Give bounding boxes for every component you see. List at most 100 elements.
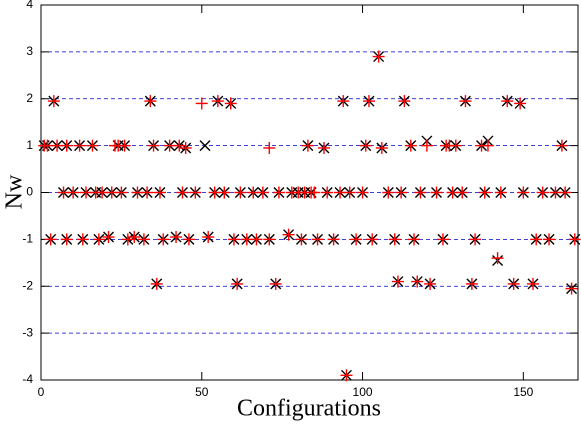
x-tick-label: 50: [195, 385, 209, 399]
point: [60, 233, 73, 246]
point: [141, 186, 154, 199]
point: [337, 95, 350, 108]
point: [108, 139, 121, 152]
point: [398, 95, 411, 108]
point: [147, 139, 160, 152]
point: [250, 233, 263, 246]
y-tick-label: 3: [26, 44, 33, 58]
point: [517, 186, 530, 199]
point: [388, 233, 401, 246]
y-tick-label: -1: [22, 232, 33, 246]
point: [76, 233, 89, 246]
x-tick-label: 0: [38, 385, 45, 399]
point: [272, 186, 285, 199]
point: [256, 186, 269, 199]
point: [263, 233, 276, 246]
point: [491, 252, 504, 265]
point: [391, 275, 404, 288]
point: [234, 186, 247, 199]
point: [60, 139, 73, 152]
point: [115, 186, 128, 199]
point: [559, 186, 572, 199]
point: [555, 139, 568, 152]
point: [128, 231, 141, 244]
x-tick-label: 100: [353, 385, 373, 399]
point: [362, 95, 375, 108]
point: [150, 277, 163, 290]
point: [179, 141, 192, 154]
point: [420, 139, 433, 152]
point: [350, 233, 363, 246]
point: [514, 97, 527, 110]
point: [102, 231, 115, 244]
y-tick-label: 0: [26, 185, 33, 199]
point: [456, 186, 469, 199]
point: [481, 139, 494, 152]
point: [430, 186, 443, 199]
point: [199, 140, 211, 152]
point: [121, 233, 134, 246]
marker-stroke: [199, 140, 211, 152]
y-tick-label: -3: [22, 325, 33, 339]
point: [424, 277, 437, 290]
point: [343, 186, 356, 199]
point: [195, 97, 208, 110]
y-tick-label: 1: [26, 138, 33, 152]
point: [176, 186, 189, 199]
point: [157, 233, 170, 246]
point: [182, 233, 195, 246]
point: [227, 233, 240, 246]
point: [356, 186, 369, 199]
y-tick-label: 2: [26, 91, 33, 105]
point: [568, 233, 581, 246]
point: [382, 186, 395, 199]
point: [153, 186, 166, 199]
point: [211, 95, 224, 108]
point: [269, 277, 282, 290]
point: [144, 95, 157, 108]
point: [282, 228, 295, 241]
point: [436, 233, 449, 246]
point: [408, 233, 421, 246]
point: [202, 231, 215, 244]
point: [501, 95, 514, 108]
point: [478, 186, 491, 199]
point: [404, 139, 417, 152]
point: [231, 277, 244, 290]
point: [92, 233, 105, 246]
point: [375, 141, 388, 154]
point: [443, 139, 456, 152]
point: [411, 275, 424, 288]
point: [224, 97, 237, 110]
point: [189, 186, 202, 199]
point: [536, 186, 549, 199]
point: [565, 282, 578, 295]
point: [459, 95, 472, 108]
point: [44, 233, 57, 246]
point: [86, 139, 99, 152]
point: [543, 233, 556, 246]
point: [414, 186, 427, 199]
y-tick-label: 4: [26, 0, 33, 11]
point: [465, 277, 478, 290]
point: [263, 141, 276, 154]
point: [317, 141, 330, 154]
point: [47, 95, 60, 108]
point: [170, 231, 183, 244]
point: [494, 186, 507, 199]
point: [218, 186, 231, 199]
plot-frame: [40, 4, 579, 381]
point: [301, 139, 314, 152]
point: [530, 233, 543, 246]
point: [327, 233, 340, 246]
point: [395, 186, 408, 199]
point: [340, 369, 353, 382]
x-axis-label: Configurations: [237, 396, 381, 422]
point: [359, 139, 372, 152]
point: [295, 233, 308, 246]
point: [366, 233, 379, 246]
point: [507, 277, 520, 290]
x-tick-label: 150: [513, 385, 533, 399]
